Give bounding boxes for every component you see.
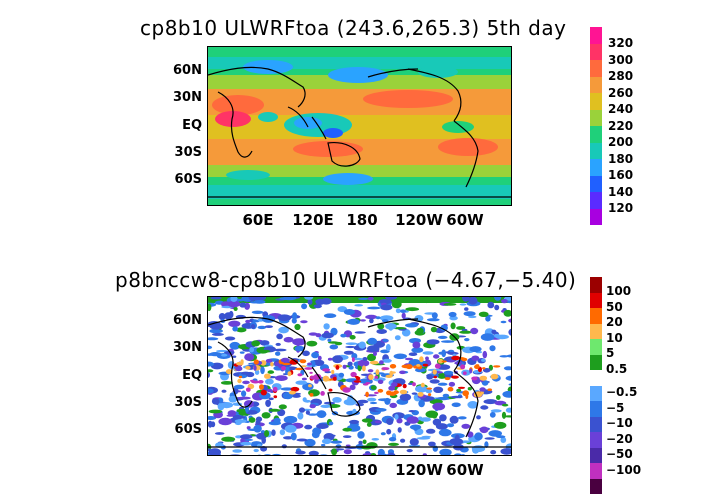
colorbar-swatch (590, 93, 602, 110)
colorbar-label: 10 (606, 330, 623, 345)
panel2-lat-label: 30S (174, 395, 202, 410)
colorbar-swatch (590, 60, 602, 77)
panel1-lon-label: 120E (292, 211, 334, 229)
colorbar-swatch (590, 416, 602, 432)
colorbar-swatch (590, 109, 602, 126)
panel2-colorbar (590, 277, 602, 494)
colorbar-label: 260 (608, 85, 634, 100)
colorbar-swatch (590, 43, 602, 60)
colorbar-label: −10 (606, 416, 633, 430)
colorbar-swatch (590, 463, 602, 479)
colorbar-label: 100 (606, 284, 632, 298)
colorbar-swatch (590, 292, 602, 308)
panel1-lon-label: 180 (346, 211, 378, 229)
colorbar-label: 320 (608, 36, 634, 50)
panel2-title: p8bnccw8-cp8b10 ULWRFtoa (−4.67,−5.40) (115, 268, 577, 292)
colorbar-swatch (590, 175, 602, 192)
colorbar-label: 50 (606, 299, 623, 314)
colorbar-swatch (590, 76, 602, 93)
panel1-field (208, 47, 511, 205)
colorbar-swatch (590, 159, 602, 176)
colorbar-swatch (590, 401, 602, 417)
panel2-lon-label: 60W (446, 461, 484, 479)
colorbar-swatch (590, 208, 602, 225)
colorbar-label: 280 (608, 69, 634, 83)
colorbar-label: −20 (606, 431, 633, 446)
colorbar-label: −5 (606, 400, 625, 415)
colorbar-label: 180 (608, 151, 634, 166)
colorbar-swatch (590, 370, 602, 386)
panel2-lon-label: 180 (346, 461, 378, 479)
colorbar-label: 5 (606, 346, 615, 360)
colorbar-swatch (590, 126, 602, 143)
colorbar-label: −50 (606, 447, 633, 461)
colorbar-label: 200 (608, 135, 634, 149)
colorbar-label: 120 (608, 201, 634, 215)
colorbar-swatch (590, 192, 602, 209)
colorbar-swatch (590, 308, 602, 324)
colorbar-label: −100 (606, 462, 642, 477)
panel1-title: cp8b10 ULWRFtoa (243.6,265.3) 5th day (140, 16, 567, 40)
colorbar-swatch (590, 323, 602, 339)
panel1-colorbar (590, 27, 602, 225)
panel1-lat-label: 60S (174, 172, 202, 187)
colorbar-label: −0.5 (606, 385, 638, 399)
colorbar-label: 20 (606, 315, 623, 329)
colorbar-label: 300 (608, 52, 634, 67)
panel2-map (207, 296, 512, 456)
colorbar-label: 220 (608, 118, 634, 133)
colorbar-swatch (590, 27, 602, 44)
panel1-lat-label: 30S (174, 145, 202, 160)
panel2-lat-label: 60N (173, 313, 202, 328)
colorbar-swatch (590, 142, 602, 159)
panel1-lat-label: 60N (173, 63, 202, 78)
colorbar-swatch (590, 447, 602, 463)
colorbar-swatch (590, 385, 602, 401)
panel1-lon-label: 120W (395, 211, 443, 229)
panel2-lon-label: 120W (395, 461, 443, 479)
colorbar-label: 160 (608, 168, 634, 182)
colorbar-swatch (590, 277, 602, 293)
panel2-lat-label: 60S (174, 422, 202, 437)
panel2-lon-label: 120E (292, 461, 334, 479)
panel1-lat-label: 30N (173, 90, 202, 105)
panel1-lon-label: 60E (242, 211, 274, 229)
colorbar-swatch (590, 432, 602, 448)
panel1-map (207, 46, 512, 206)
panel2-lat-label: 30N (173, 340, 202, 355)
colorbar-label: 140 (608, 184, 634, 199)
colorbar-swatch (590, 354, 602, 370)
panel2-lat-label: EQ (182, 368, 202, 383)
panel2-lon-label: 60E (242, 461, 274, 479)
colorbar-swatch (590, 478, 602, 494)
panel1-lat-label: EQ (182, 118, 202, 133)
panel2-field (208, 297, 511, 455)
panel1-lon-label: 60W (446, 211, 484, 229)
colorbar-swatch (590, 339, 602, 355)
colorbar-label: 240 (608, 102, 634, 116)
colorbar-label: 0.5 (606, 361, 628, 376)
